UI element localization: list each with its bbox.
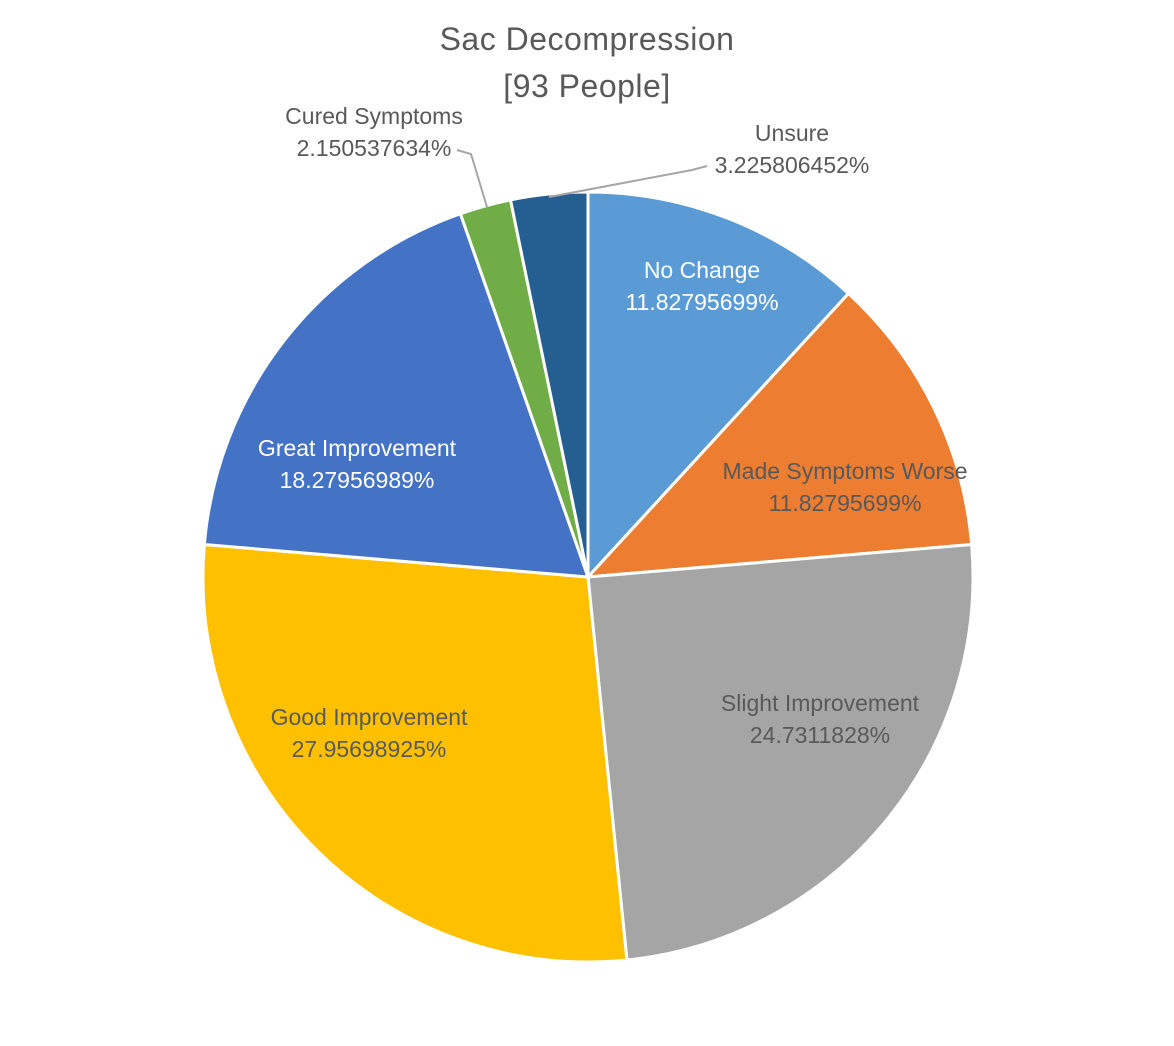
slice-name-great-improvement: Great Improvement: [257, 435, 457, 461]
slice-pct-unsure: 3.225806452%: [714, 152, 870, 178]
slice-name-made-symptoms-worse: Made Symptoms Worse: [722, 458, 968, 484]
slice-label-unsure: Unsure 3.225806452%: [715, 117, 870, 181]
chart-title: Sac Decompression [93 People]: [0, 16, 1174, 110]
slice-name-unsure: Unsure: [754, 120, 830, 146]
chart-title-line1: Sac Decompression: [439, 21, 735, 57]
pie-slice-unsure: [509, 190, 590, 579]
pie-slices: [201, 190, 975, 964]
pie-slice-good-improvement: [201, 543, 629, 964]
slice-pct-cured-symptoms: 2.150537634%: [296, 135, 452, 161]
leader-line-cured-symptoms: [456, 149, 488, 208]
pie-slice-made-symptoms-worse: [586, 292, 974, 579]
slice-pct-great-improvement: 18.27956989%: [279, 467, 435, 493]
slice-name-good-improvement: Good Improvement: [270, 704, 468, 730]
chart-title-line2: [93 People]: [503, 68, 671, 104]
leader-line-unsure: [548, 165, 708, 198]
slice-name-cured-symptoms: Cured Symptoms: [285, 103, 463, 129]
slice-name-no-change: No Change: [643, 257, 761, 283]
pie-slice-no-change: [586, 190, 850, 579]
slice-pct-good-improvement: 27.95698925%: [291, 736, 447, 762]
slice-label-slight-improvement: Slight Improvement 24.7311828%: [721, 687, 919, 751]
slice-label-cured-symptoms: Cured Symptoms 2.150537634%: [285, 100, 463, 164]
slice-label-good-improvement: Good Improvement 27.95698925%: [271, 701, 468, 765]
slice-label-great-improvement: Great Improvement 18.27956989%: [258, 432, 456, 496]
slice-pct-made-symptoms-worse: 11.82795699%: [768, 490, 922, 516]
slice-pct-no-change: 11.82795699%: [625, 289, 779, 315]
slice-label-no-change: No Change 11.82795699%: [625, 254, 778, 318]
slice-name-slight-improvement: Slight Improvement: [720, 690, 920, 716]
slice-pct-slight-improvement: 24.7311828%: [749, 722, 891, 748]
pie-slice-slight-improvement: [586, 543, 975, 962]
slice-label-made-symptoms-worse: Made Symptoms Worse 11.82795699%: [720, 455, 970, 519]
